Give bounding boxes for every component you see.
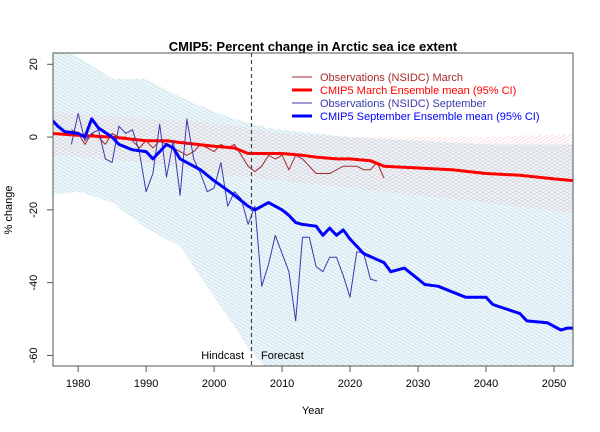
y-tick-label: -60: [28, 347, 40, 363]
march-ci-band: [53, 111, 573, 214]
divider-left-label: Hindcast: [201, 350, 244, 362]
x-tick-label: 2010: [270, 378, 294, 390]
legend-label-0: Observations (NSIDC) March: [320, 72, 463, 84]
series-line-3: [53, 117, 573, 332]
chart-title: CMIP5: Percent change in Arctic sea ice …: [169, 39, 458, 54]
x-tick-label: 1980: [66, 378, 90, 390]
y-axis-label: % change: [3, 186, 15, 235]
x-axis-label: Year: [302, 405, 325, 417]
legend-label-2: Observations (NSIDC) September: [320, 98, 487, 110]
x-tick-label: 2000: [202, 378, 226, 390]
y-tick-label: 20: [28, 58, 40, 70]
y-tick-label: 0: [28, 134, 40, 140]
divider-right-label: Forecast: [261, 350, 304, 362]
x-tick-label: 2040: [474, 378, 498, 390]
series-line-1: [53, 132, 573, 183]
x-tick-label: 2030: [406, 378, 430, 390]
series-line-2: [70, 112, 378, 322]
y-tick-label: -40: [28, 275, 40, 291]
x-tick-label: 2050: [542, 378, 566, 390]
legend-label-3: CMIP5 September Ensemble mean (95% CI): [320, 111, 539, 123]
x-tick-label: 1990: [134, 378, 158, 390]
y-tick-label: -20: [28, 202, 40, 218]
x-tick-label: 2020: [338, 378, 362, 390]
legend-label-1: CMIP5 March Ensemble mean (95% CI): [320, 85, 516, 97]
